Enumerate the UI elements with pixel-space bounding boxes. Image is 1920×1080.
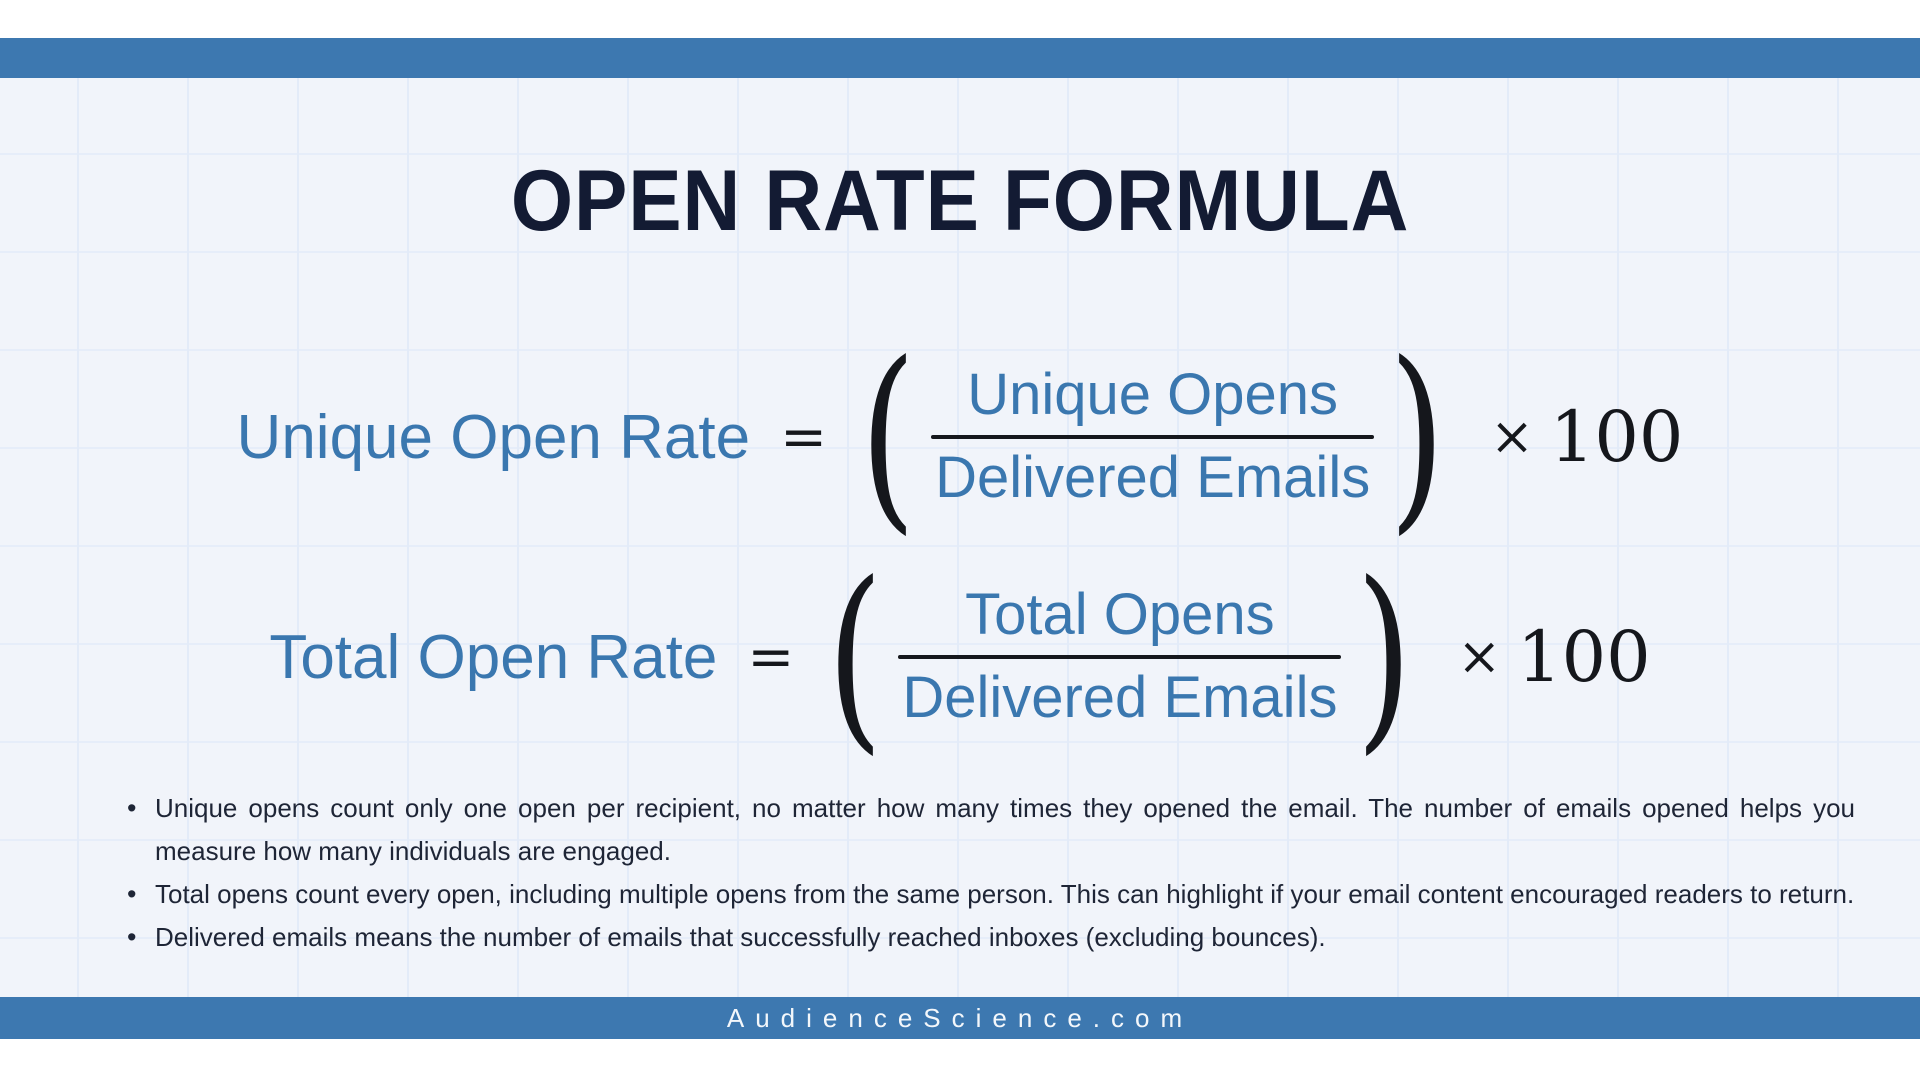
fraction-denominator: Delivered Emails xyxy=(902,665,1338,730)
formula-label: Unique Open Rate xyxy=(236,402,751,472)
footer-website: AudienceScience.com xyxy=(726,1002,1194,1033)
fraction-bar xyxy=(898,655,1342,659)
footer-bar: AudienceScience.com xyxy=(0,997,1920,1039)
notes-list: Unique opens count only one open per rec… xyxy=(125,787,1855,959)
top-accent-bar xyxy=(0,38,1920,78)
equals-sign: = xyxy=(780,404,828,470)
formula-unique-open-rate: Unique Open Rate = ( Unique Opens Delive… xyxy=(236,320,1684,553)
formula-total-open-rate: Total Open Rate = ( Total Opens Delivere… xyxy=(269,540,1651,773)
note-item: Unique opens count only one open per rec… xyxy=(125,787,1855,873)
fraction-denominator: Delivered Emails xyxy=(935,445,1371,510)
formula-label: Total Open Rate xyxy=(269,622,718,692)
fraction-bar xyxy=(931,435,1375,439)
fraction: Total Opens Delivered Emails xyxy=(898,582,1342,731)
note-item: Total opens count every open, including … xyxy=(125,873,1855,916)
times-sign: × xyxy=(1457,627,1502,687)
multiplier-100: 100 xyxy=(1549,396,1684,478)
fraction-numerator: Unique Opens xyxy=(967,362,1339,428)
page-title-text: OPEN RATE FORMULA xyxy=(510,153,1410,249)
multiplier-100: 100 xyxy=(1517,616,1651,698)
fraction-numerator: Total Opens xyxy=(965,582,1275,648)
note-item: Delivered emails means the number of ema… xyxy=(125,916,1855,959)
fraction: Unique Opens Delivered Emails xyxy=(931,362,1375,511)
page-title: OPEN RATE FORMULA xyxy=(0,153,1920,249)
equals-sign: = xyxy=(747,624,795,690)
times-sign: × xyxy=(1490,407,1534,467)
